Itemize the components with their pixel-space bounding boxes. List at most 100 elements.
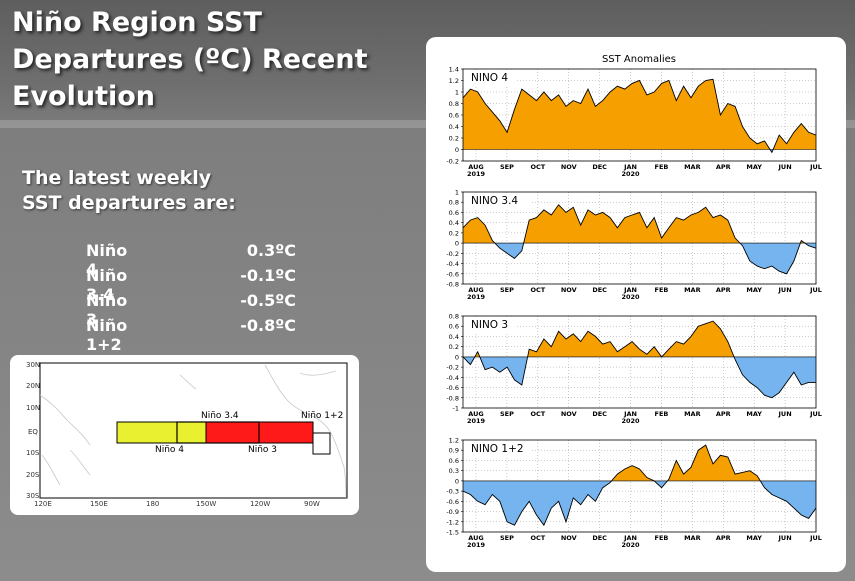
anomaly-line (463, 320, 816, 399)
year-label: 2020 (621, 417, 640, 425)
y-tick-label: 0.6 (449, 457, 459, 465)
panel-label-bg (466, 318, 517, 332)
y-tick-label: 0 (455, 353, 459, 361)
x-tick-label: AUG (468, 163, 483, 171)
x-tick-label: JAN (623, 534, 637, 542)
region-name: Niño 1+2 (86, 316, 128, 354)
y-tick-label: 0.8 (449, 199, 459, 207)
y-tick-label: 0.2 (449, 229, 459, 237)
x-tick-label: OCT (530, 410, 545, 418)
y-tick-label: -0.6 (446, 384, 459, 392)
lon-label: 150W (196, 500, 216, 508)
y-tick-label: 0.4 (449, 123, 459, 131)
lon-label: 90W (304, 500, 320, 508)
y-tick-label: 0.4 (449, 219, 459, 227)
x-tick-label: SEP (500, 410, 514, 418)
panel-label-bg (466, 194, 531, 208)
lat-label: 10S (26, 449, 40, 457)
lon-label: 120W (250, 500, 270, 508)
nino34-label: Niño 3.4 (201, 411, 239, 421)
y-tick-label: -0.2 (446, 250, 459, 258)
x-tick-label: MAR (684, 286, 701, 294)
x-tick-label: NOV (561, 534, 577, 542)
x-tick-label: DEC (592, 286, 607, 294)
subtitle: The latest weekly SST departures are: (22, 166, 236, 216)
sst-anomalies-chart: SST Anomalies 1.4 1.2 1 0.8 0.6 0.4 0.2 0 -0.2 AU… (446, 54, 822, 550)
x-tick-label: NOV (561, 163, 577, 171)
lat-label: 10N (26, 404, 40, 412)
lat-label: 20N (26, 382, 40, 390)
x-tick-label: JAN (623, 163, 637, 171)
x-tick-label: JUN (778, 534, 792, 542)
panel-frame (462, 315, 817, 409)
y-tick-label: 0.8 (449, 313, 459, 321)
lat-label: EQ (28, 428, 38, 436)
x-tick-label: JAN (623, 286, 637, 294)
subtitle-line-1: The latest weekly (22, 167, 212, 189)
y-tick-label: -0.2 (446, 158, 459, 166)
nino3-label: Niño 3 (248, 445, 277, 455)
y-tick-label: 0.6 (449, 112, 459, 120)
region-value: 0.3ºC (246, 241, 296, 260)
lat-labels: 30N 20N 10N EQ 10S 20S 30S (26, 361, 40, 500)
panel-label: NINO 4 (471, 72, 508, 84)
sst-anomalies-chart-panel: SST Anomalies 1.4 1.2 1 0.8 0.6 0.4 0.2 0 -0.2 AU… (426, 37, 846, 572)
title-line-2: Departures (ºC) Recent (12, 44, 368, 75)
y-tick-label: -0.4 (446, 374, 459, 382)
x-tick-label: MAY (746, 410, 762, 418)
y-tick-label: 0.2 (449, 343, 459, 351)
x-tick-label: MAY (746, 286, 762, 294)
year-label: 2019 (467, 170, 486, 178)
x-tick-label: DEC (592, 410, 607, 418)
x-tick-label: APR (716, 410, 731, 418)
panel-label: NINO 3 (471, 319, 508, 331)
negative-anomaly-area (463, 356, 816, 398)
x-tick-label: APR (716, 163, 731, 171)
anomaly-panel: 1.2 0.9 0.6 0.3 0 -0.3 -0.6 -0.9 -1.2 -1.5 AUG SEP O… (446, 437, 822, 550)
x-tick-label: MAY (746, 534, 762, 542)
x-tick-label: JUL (809, 163, 822, 171)
nino12-label: Niño 1+2 (301, 411, 343, 421)
x-tick-label: AUG (468, 286, 483, 294)
y-tick-label: 0.9 (449, 447, 459, 455)
nino4-label: Niño 4 (155, 445, 184, 455)
title-line-3: Evolution (12, 81, 156, 112)
year-label: 2019 (467, 293, 486, 301)
region-value: -0.5ºC (240, 291, 296, 310)
chart-title: SST Anomalies (602, 54, 676, 65)
lat-label: 30N (26, 361, 40, 369)
x-tick-label: OCT (530, 163, 545, 171)
y-tick-label: 0 (455, 477, 459, 485)
x-tick-label: MAR (684, 163, 701, 171)
positive-anomaly-area (463, 204, 816, 244)
y-tick-label: 0.8 (449, 100, 459, 108)
nino34-box (176, 421, 260, 444)
y-tick-label: -0.8 (446, 281, 459, 289)
x-tick-label: NOV (561, 410, 577, 418)
year-label: 2019 (467, 541, 486, 549)
x-tick-label: FEB (655, 163, 669, 171)
x-tick-label: AUG (468, 410, 483, 418)
x-tick-label: MAY (746, 163, 762, 171)
x-tick-label: JUN (778, 163, 792, 171)
panel-frame (462, 439, 817, 533)
region-name: Niño 3.4 (86, 266, 128, 304)
panel-frame (462, 191, 817, 285)
year-label: 2020 (621, 170, 640, 178)
y-tick-label: -0.9 (446, 508, 459, 516)
x-tick-label: JUN (778, 410, 792, 418)
region-name: Niño 4 (86, 241, 128, 279)
region-value: -0.8ºC (240, 316, 296, 335)
x-tick-label: MAR (684, 534, 701, 542)
title-line-1: Niño Region SST (12, 7, 262, 38)
anomaly-panel: 0.8 0.6 0.4 0.2 0 -0.2 -0.4 -0.6 -0.8 -1 AUG SEP OCT… (446, 313, 822, 426)
year-label: 2020 (621, 293, 640, 301)
positive-anomaly-area (611, 445, 761, 481)
x-tick-label: DEC (592, 163, 607, 171)
x-tick-label: JAN (623, 410, 637, 418)
map-svg: 30N 20N 10N EQ 10S 20S 30S 120E 150E 180… (26, 361, 348, 508)
anomaly-panel: 1 0.8 0.6 0.4 0.2 0 -0.2 -0.4 -0.6 -0.8 AUG SEP OCT N… (446, 189, 822, 302)
x-tick-label: APR (716, 534, 731, 542)
panel-label-bg (466, 71, 517, 85)
coastlines (39, 364, 347, 499)
